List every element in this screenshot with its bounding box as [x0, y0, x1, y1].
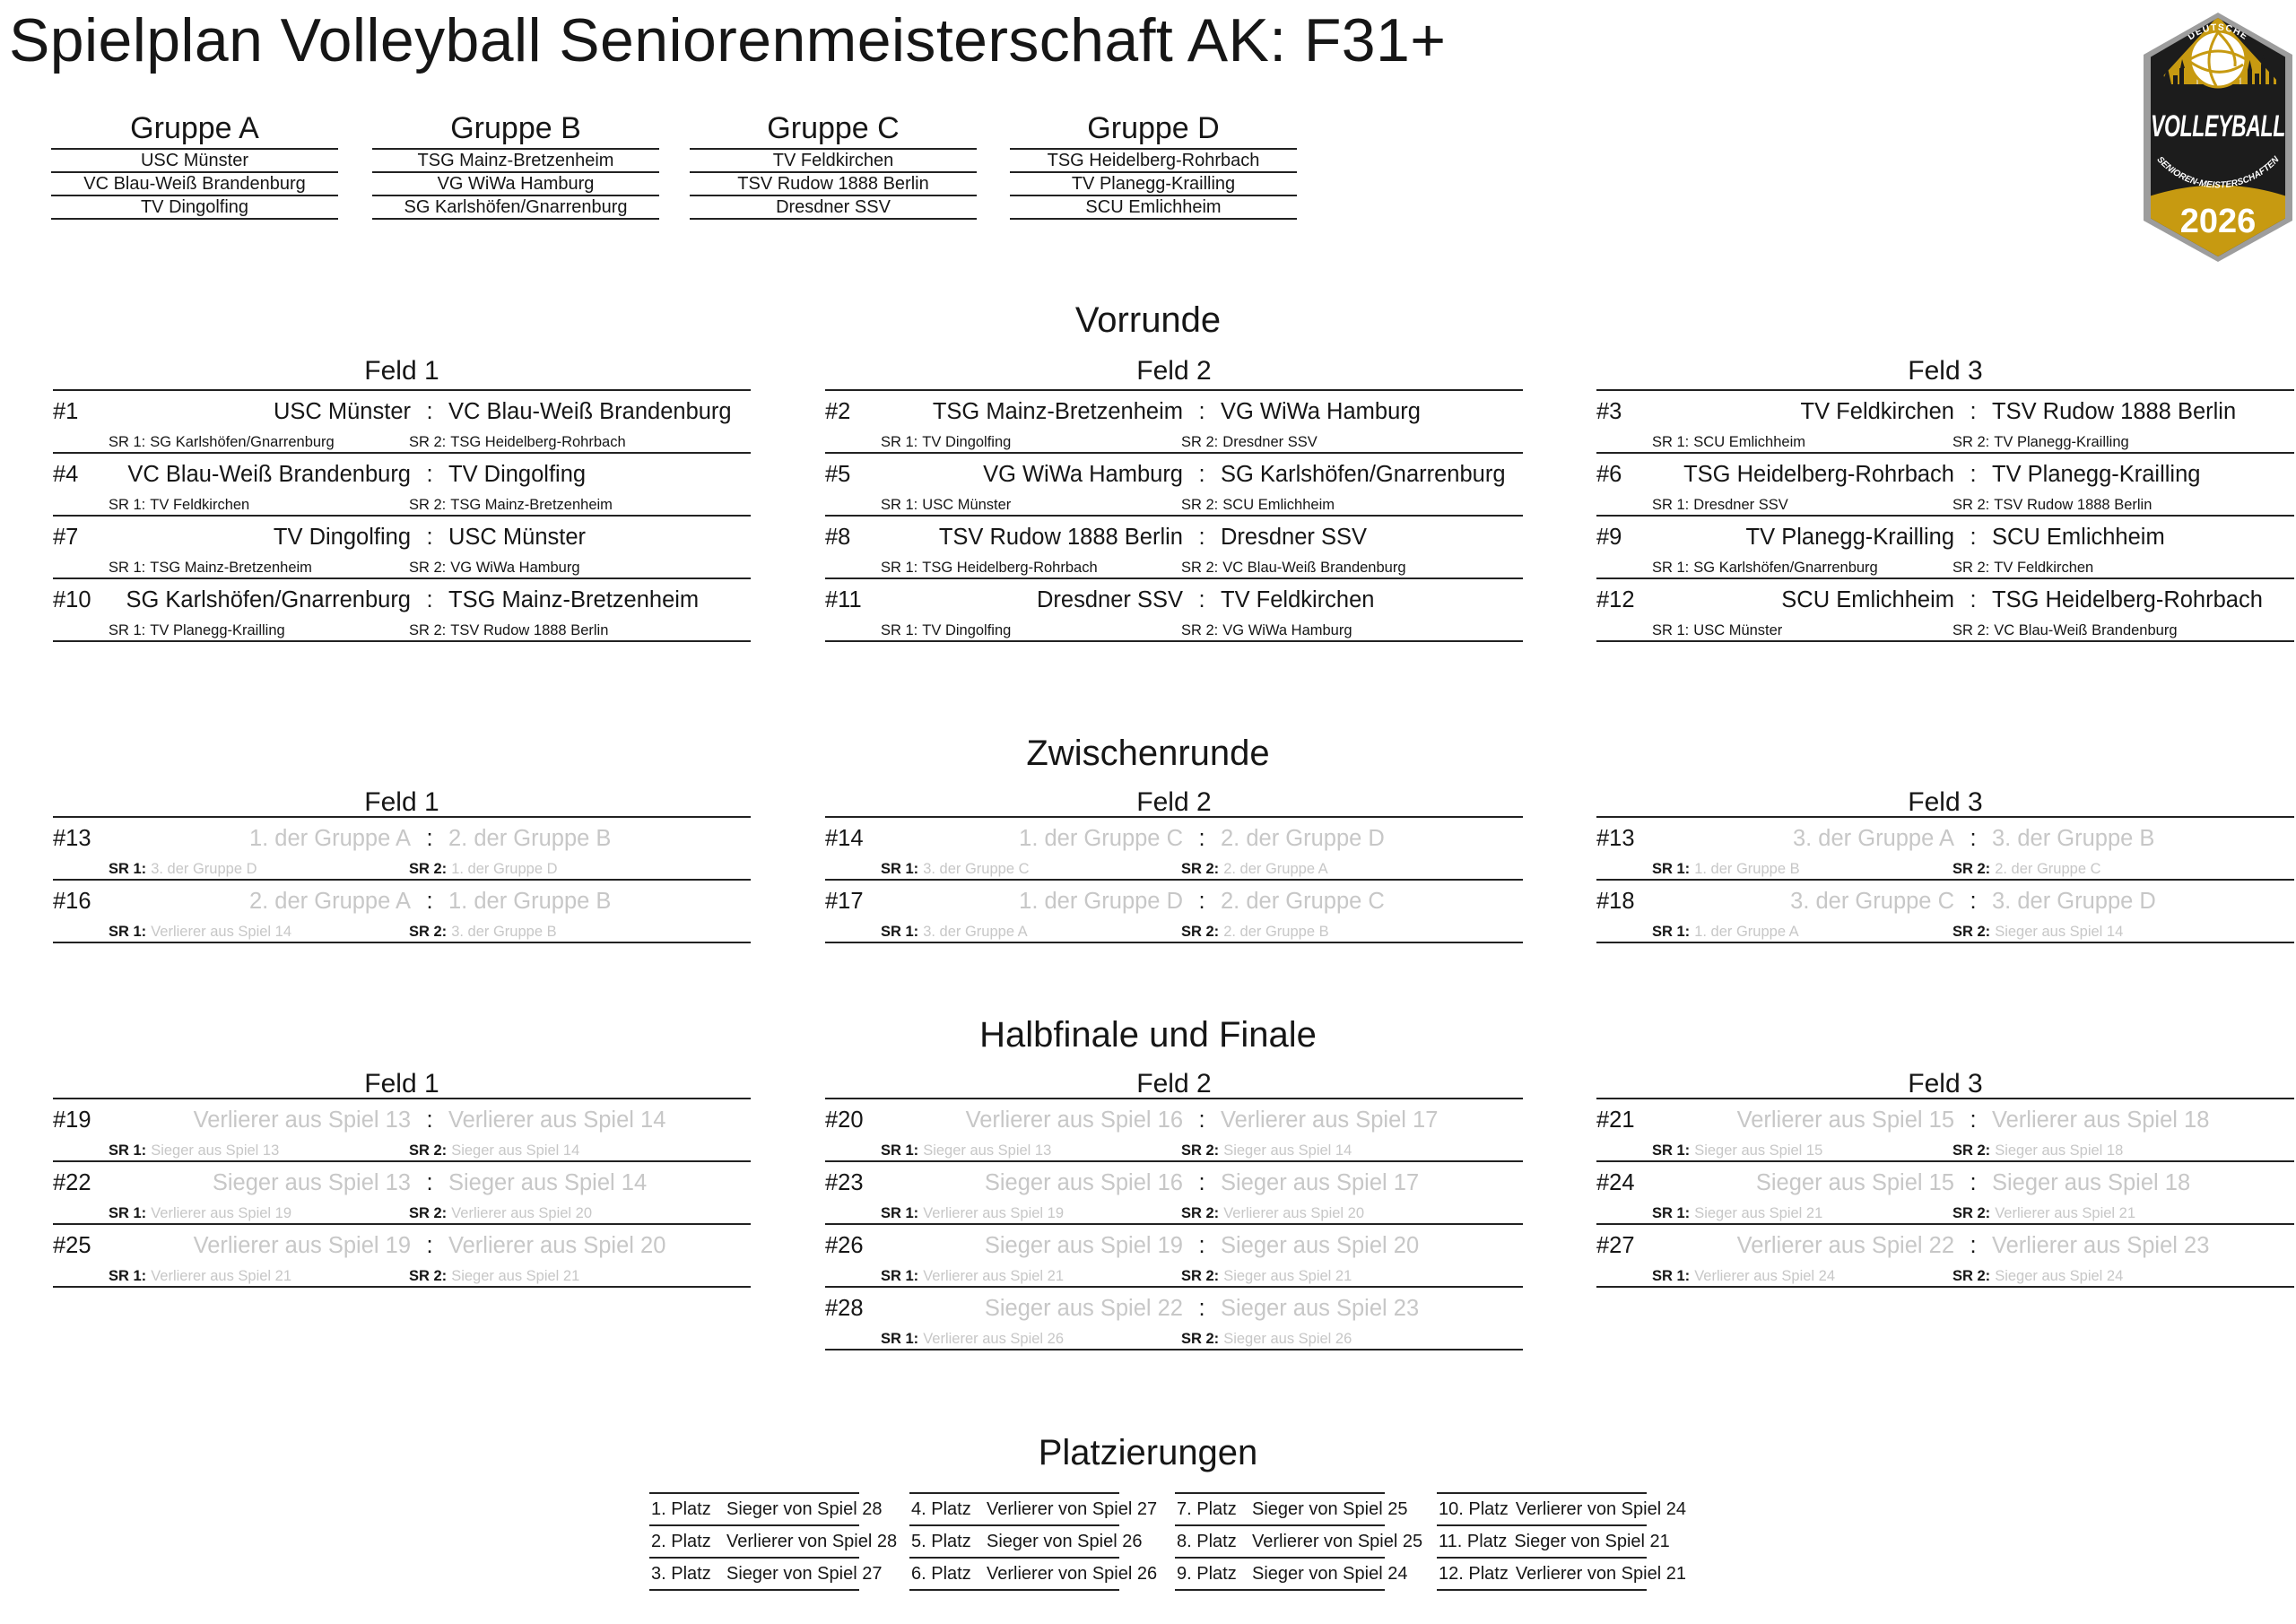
svg-text:2026: 2026: [2180, 203, 2257, 240]
svg-text:VOLLEYBALL: VOLLEYBALL: [2151, 109, 2285, 143]
